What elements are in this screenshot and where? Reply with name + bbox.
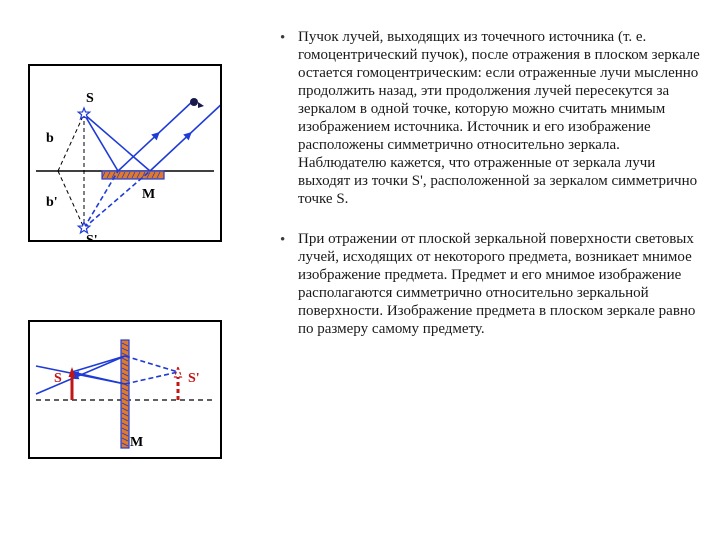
- svg-text:M: M: [142, 187, 155, 202]
- svg-text:S: S: [86, 91, 94, 106]
- bullet-marker: •: [280, 230, 298, 338]
- svg-text:b: b: [46, 131, 54, 146]
- figure1-svg: S S' b b' M: [30, 66, 220, 240]
- figure2-container: S S' M: [28, 320, 222, 459]
- svg-text:M: M: [130, 435, 143, 450]
- bullet-marker: •: [280, 28, 298, 208]
- svg-text:S': S': [86, 233, 98, 240]
- bullet-text: Пучок лучей, выходящих из точечного исто…: [298, 28, 700, 208]
- bullet-item: • Пучок лучей, выходящих из точечного ис…: [280, 28, 700, 208]
- figure1-container: S S' b b' M: [28, 64, 222, 242]
- bullet-item: • При отражении от плоской зеркальной по…: [280, 230, 700, 338]
- svg-text:b': b': [46, 195, 58, 210]
- svg-text:S': S': [188, 371, 200, 386]
- bullet-list: • Пучок лучей, выходящих из точечного ис…: [280, 28, 700, 360]
- svg-text:S: S: [54, 371, 62, 386]
- bullet-text: При отражении от плоской зеркальной пове…: [298, 230, 700, 338]
- figure2-svg: S S' M: [30, 322, 220, 457]
